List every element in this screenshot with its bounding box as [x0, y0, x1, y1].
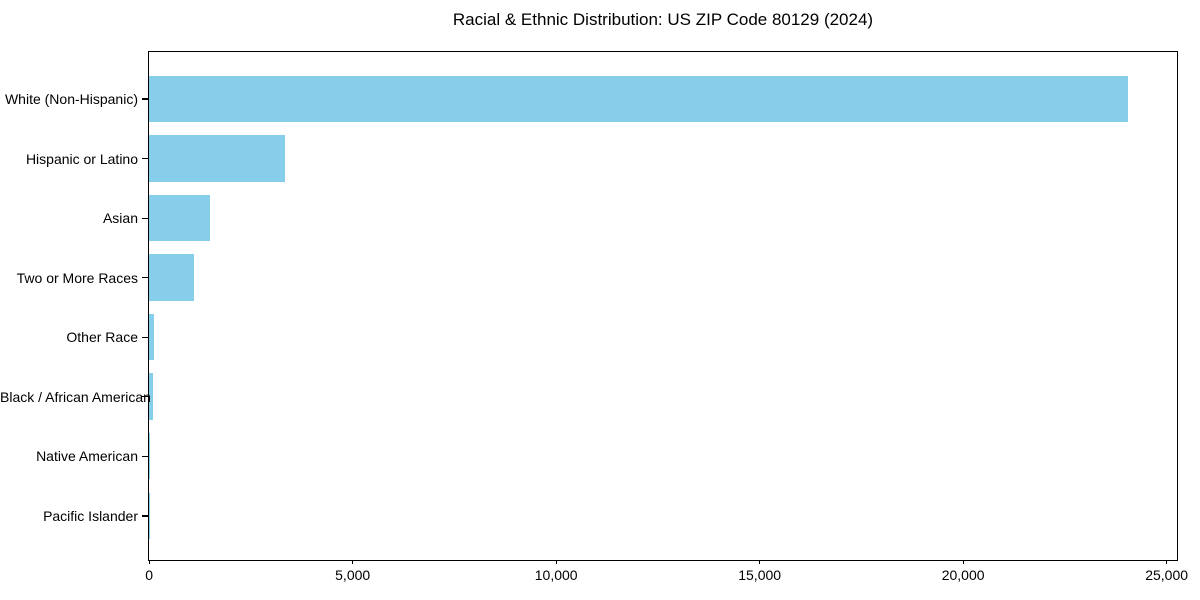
x-tick [555, 560, 557, 564]
y-axis-label: White (Non-Hispanic) [4, 91, 138, 107]
y-tick [142, 336, 148, 338]
x-tick [759, 560, 761, 564]
y-axis-label: Native American [36, 448, 138, 465]
y-tick [142, 455, 148, 457]
x-tick [352, 560, 354, 564]
y-tick [142, 98, 148, 100]
x-tick-label: 20,000 [941, 567, 985, 583]
x-tick-label: 25,000 [1145, 567, 1189, 583]
y-axis-label: Asian [102, 210, 138, 227]
chart-title: Racial & Ethnic Distribution: US ZIP Cod… [452, 10, 874, 29]
y-tick [142, 157, 148, 160]
bar [149, 373, 154, 420]
x-tick [148, 560, 150, 564]
y-axis-label: Two or More Races [16, 269, 138, 286]
plot-area [148, 51, 1178, 561]
y-tick [142, 277, 148, 279]
x-tick-label: 15,000 [738, 567, 782, 583]
bar [149, 313, 155, 361]
y-axis-label: Hispanic or Latino [25, 150, 138, 167]
bar [149, 432, 151, 480]
x-tick [1166, 560, 1168, 564]
x-tick-label: 10,000 [534, 567, 578, 583]
bar [149, 75, 1129, 123]
y-tick [142, 396, 148, 398]
y-axis-label: Other Race [66, 329, 138, 346]
x-tick-label: 5,000 [335, 567, 371, 583]
y-tick [142, 515, 148, 517]
y-axis-label: Black / African American [0, 388, 151, 405]
x-tick-label: 0 [145, 567, 154, 583]
y-tick [142, 217, 148, 219]
bar [149, 135, 285, 182]
bar [149, 254, 194, 301]
y-axis-label: Pacific Islander [43, 507, 138, 524]
bar [149, 194, 211, 242]
x-tick [962, 560, 964, 564]
